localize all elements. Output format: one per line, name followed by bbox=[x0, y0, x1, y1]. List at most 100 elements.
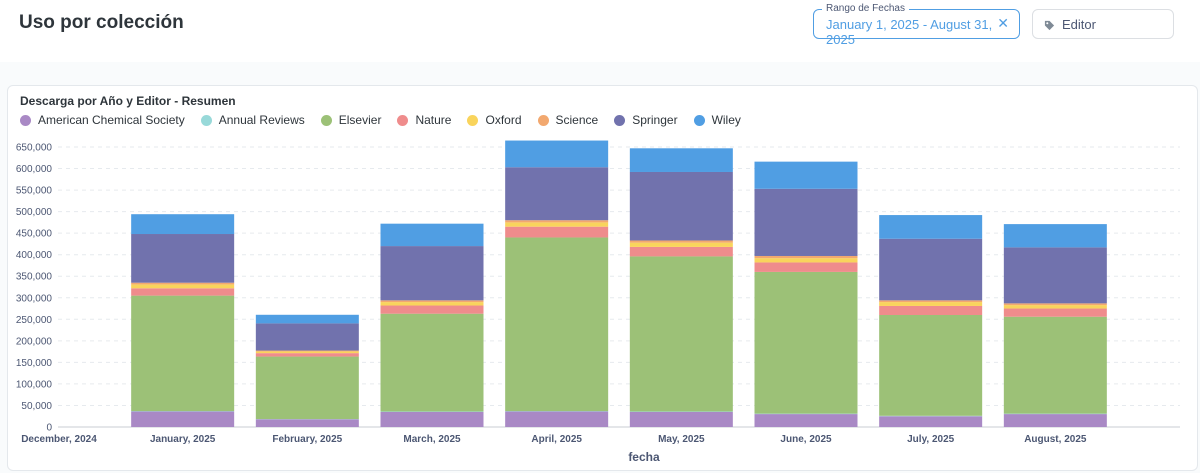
bar-segment-american-chemical-society[interactable] bbox=[879, 416, 983, 427]
legend-dot bbox=[20, 114, 31, 126]
legend-label: Nature bbox=[415, 113, 452, 127]
bar-segment-science[interactable] bbox=[505, 220, 609, 223]
legend-dot bbox=[467, 114, 479, 126]
bar-segment-elsevier[interactable] bbox=[505, 237, 609, 412]
x-axis-title: fecha bbox=[628, 450, 660, 464]
bar-segment-wiley[interactable] bbox=[255, 314, 359, 324]
bar-segment-nature[interactable] bbox=[255, 353, 359, 357]
legend-label: Springer bbox=[632, 113, 678, 127]
bar-segment-springer[interactable] bbox=[131, 234, 235, 283]
bar-segment-wiley[interactable] bbox=[879, 215, 983, 239]
bar-segment-american-chemical-society[interactable] bbox=[380, 411, 484, 427]
bar-segment-nature[interactable] bbox=[505, 226, 609, 238]
y-tick-label: 250,000 bbox=[16, 315, 53, 326]
legend-item-annual-reviews[interactable]: Annual Reviews bbox=[200, 113, 305, 127]
clear-icon[interactable]: ✕ bbox=[997, 15, 1009, 31]
bar-segment-nature[interactable] bbox=[1003, 308, 1107, 317]
x-tick-label: April, 2025 bbox=[531, 434, 582, 445]
bar-segment-american-chemical-society[interactable] bbox=[754, 414, 858, 427]
bar-segment-american-chemical-society[interactable] bbox=[1003, 414, 1107, 427]
bar-segment-wiley[interactable] bbox=[380, 223, 484, 247]
y-tick-label: 600,000 bbox=[16, 164, 53, 175]
bar-segment-elsevier[interactable] bbox=[255, 356, 359, 420]
bar-segment-oxford[interactable] bbox=[879, 302, 983, 306]
y-tick-label: 650,000 bbox=[16, 143, 53, 154]
x-tick-label: January, 2025 bbox=[150, 434, 216, 445]
legend-item-american-chemical-society[interactable]: American Chemical Society bbox=[20, 113, 185, 127]
legend-item-elsevier[interactable]: Elsevier bbox=[320, 113, 382, 127]
legend-dot bbox=[320, 114, 332, 126]
x-tick-label: February, 2025 bbox=[272, 434, 342, 445]
bar-segment-springer[interactable] bbox=[1003, 247, 1107, 304]
y-tick-label: 550,000 bbox=[16, 186, 53, 197]
bar-segment-american-chemical-society[interactable] bbox=[131, 411, 235, 427]
date-range-filter-value[interactable]: January 1, 2025 - August 31, 2025 bbox=[826, 17, 993, 47]
legend-dot bbox=[537, 114, 549, 126]
bar-segment-science[interactable] bbox=[380, 300, 484, 303]
bar-segment-springer[interactable] bbox=[505, 167, 609, 221]
legend-dot bbox=[200, 114, 212, 126]
x-tick-label: May, 2025 bbox=[658, 434, 705, 445]
y-tick-label: 400,000 bbox=[16, 250, 53, 261]
bar-segment-oxford[interactable] bbox=[1003, 305, 1107, 309]
bar-segment-oxford[interactable] bbox=[629, 242, 733, 247]
legend-item-oxford[interactable]: Oxford bbox=[467, 113, 522, 127]
y-tick-label: 350,000 bbox=[16, 272, 53, 283]
bar-segment-science[interactable] bbox=[879, 300, 983, 303]
y-tick-label: 150,000 bbox=[16, 358, 53, 369]
bar-segment-oxford[interactable] bbox=[754, 258, 858, 263]
bar-segment-wiley[interactable] bbox=[754, 161, 858, 189]
bar-segment-springer[interactable] bbox=[629, 171, 733, 241]
bar-segment-science[interactable] bbox=[131, 282, 235, 285]
bar-segment-elsevier[interactable] bbox=[879, 315, 983, 416]
bar-segment-american-chemical-society[interactable] bbox=[629, 411, 733, 427]
bar-segment-wiley[interactable] bbox=[505, 140, 609, 168]
bar-segment-wiley[interactable] bbox=[131, 214, 235, 235]
bar-segment-oxford[interactable] bbox=[131, 284, 235, 289]
date-range-filter-label: Rango de Fechas bbox=[822, 3, 909, 14]
bar-segment-springer[interactable] bbox=[255, 323, 359, 351]
bar-segment-nature[interactable] bbox=[131, 288, 235, 296]
bar-segment-elsevier[interactable] bbox=[629, 256, 733, 412]
legend-label: Elsevier bbox=[338, 113, 382, 127]
bar-segment-springer[interactable] bbox=[380, 246, 484, 301]
x-tick-label: March, 2025 bbox=[403, 434, 461, 445]
bar-segment-oxford[interactable] bbox=[380, 302, 484, 306]
bar-segment-wiley[interactable] bbox=[1003, 224, 1107, 248]
editor-filter[interactable]: Editor bbox=[1032, 9, 1174, 39]
bar-segment-nature[interactable] bbox=[629, 246, 733, 257]
header: Uso por colección Rango de Fechas Januar… bbox=[0, 0, 1200, 62]
chart-title: Descarga por Año y Editor - Resumen bbox=[20, 94, 236, 108]
y-tick-label: 300,000 bbox=[16, 293, 53, 304]
bar-segment-science[interactable] bbox=[754, 255, 858, 259]
bar-segment-springer[interactable] bbox=[754, 188, 858, 256]
legend-item-nature[interactable]: Nature bbox=[397, 113, 451, 127]
legend-item-springer[interactable]: Springer bbox=[614, 113, 678, 127]
legend-dot bbox=[397, 114, 409, 126]
bar-segment-nature[interactable] bbox=[754, 262, 858, 272]
bar-segment-oxford[interactable] bbox=[255, 351, 359, 354]
x-tick-label: June, 2025 bbox=[780, 434, 832, 445]
legend-dot bbox=[614, 114, 626, 126]
bar-segment-wiley[interactable] bbox=[629, 148, 733, 172]
bar-segment-springer[interactable] bbox=[879, 238, 983, 301]
legend-item-science[interactable]: Science bbox=[537, 113, 599, 127]
bar-segment-elsevier[interactable] bbox=[754, 271, 858, 414]
bar-segment-american-chemical-society[interactable] bbox=[255, 419, 359, 427]
y-tick-label: 500,000 bbox=[16, 207, 53, 218]
y-tick-label: 50,000 bbox=[21, 401, 52, 412]
bar-segment-science[interactable] bbox=[255, 350, 359, 352]
bar-segment-science[interactable] bbox=[629, 240, 733, 243]
bar-segment-american-chemical-society[interactable] bbox=[505, 411, 609, 427]
bar-segment-nature[interactable] bbox=[380, 305, 484, 314]
legend-label: Science bbox=[555, 113, 599, 127]
bar-segment-oxford[interactable] bbox=[505, 222, 609, 227]
date-range-filter[interactable]: Rango de Fechas January 1, 2025 - August… bbox=[813, 3, 1020, 47]
bar-segment-nature[interactable] bbox=[879, 305, 983, 315]
legend-item-wiley[interactable]: Wiley bbox=[693, 113, 741, 127]
bar-segment-elsevier[interactable] bbox=[380, 313, 484, 412]
bar-segment-elsevier[interactable] bbox=[1003, 316, 1107, 414]
bar-segment-science[interactable] bbox=[1003, 303, 1107, 306]
x-tick-label: December, 2024 bbox=[21, 434, 97, 445]
bar-segment-elsevier[interactable] bbox=[131, 295, 235, 412]
